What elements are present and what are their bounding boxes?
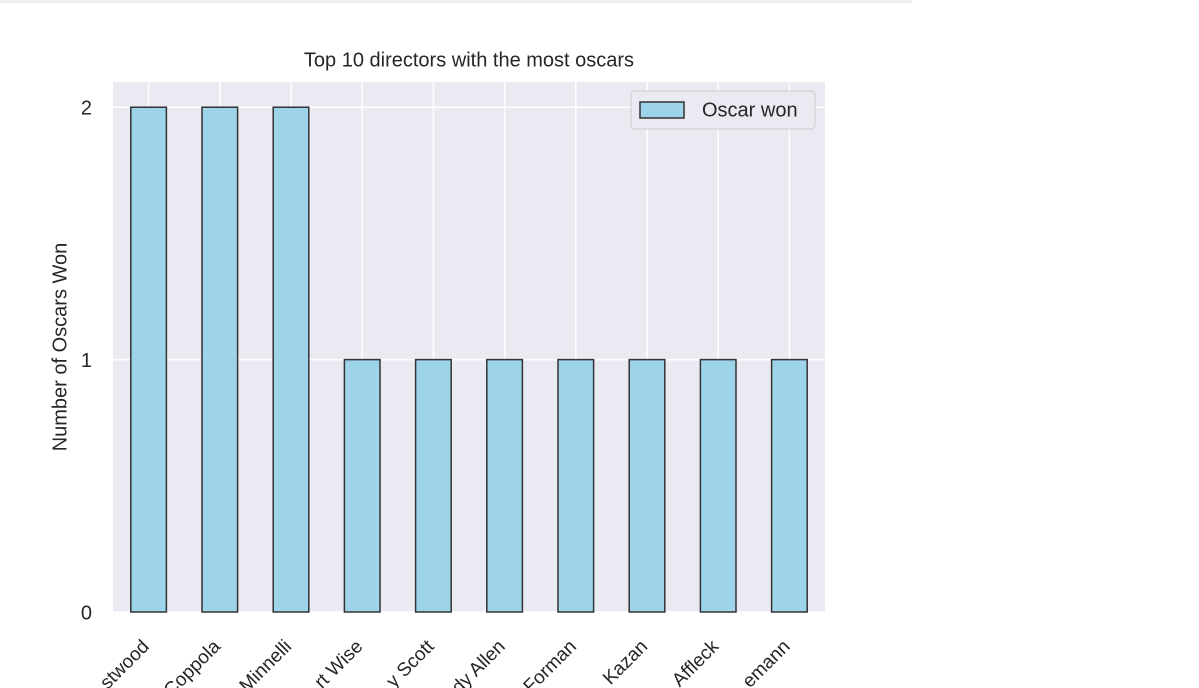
legend-label: Oscar won [702, 99, 798, 121]
x-tick-label: stwood [96, 636, 153, 688]
bar [770, 358, 808, 613]
bar [628, 358, 666, 613]
y-tick-label: 2 [81, 98, 92, 120]
bar [414, 358, 452, 613]
x-tick-label: Affleck [668, 636, 723, 688]
bar [486, 358, 524, 613]
bar [201, 106, 239, 613]
y-tick-label: 1 [81, 350, 92, 372]
y-tick-label: 0 [81, 602, 92, 624]
bar [130, 106, 168, 613]
top-bar [0, 0, 912, 3]
chart-title: Top 10 directors with the most oscars [304, 49, 634, 71]
x-tick-label: rt Wise [311, 636, 368, 688]
bar [272, 106, 310, 613]
x-tick-label: Kazan [599, 636, 652, 688]
x-tick-label: emann [739, 636, 795, 688]
bar [557, 358, 595, 613]
x-tick-label: y Scott [383, 636, 439, 688]
x-tick-label: Minnelli [236, 636, 296, 688]
y-axis-label: Number of Oscars Won [49, 243, 71, 452]
bar [343, 358, 381, 613]
x-tick-label: Forman [520, 636, 581, 688]
legend-box [630, 90, 816, 130]
x-tick-label: Coppola [160, 636, 225, 688]
x-tick-label: dy Allen [448, 636, 510, 688]
bar [699, 358, 737, 613]
legend-swatch [639, 101, 685, 119]
